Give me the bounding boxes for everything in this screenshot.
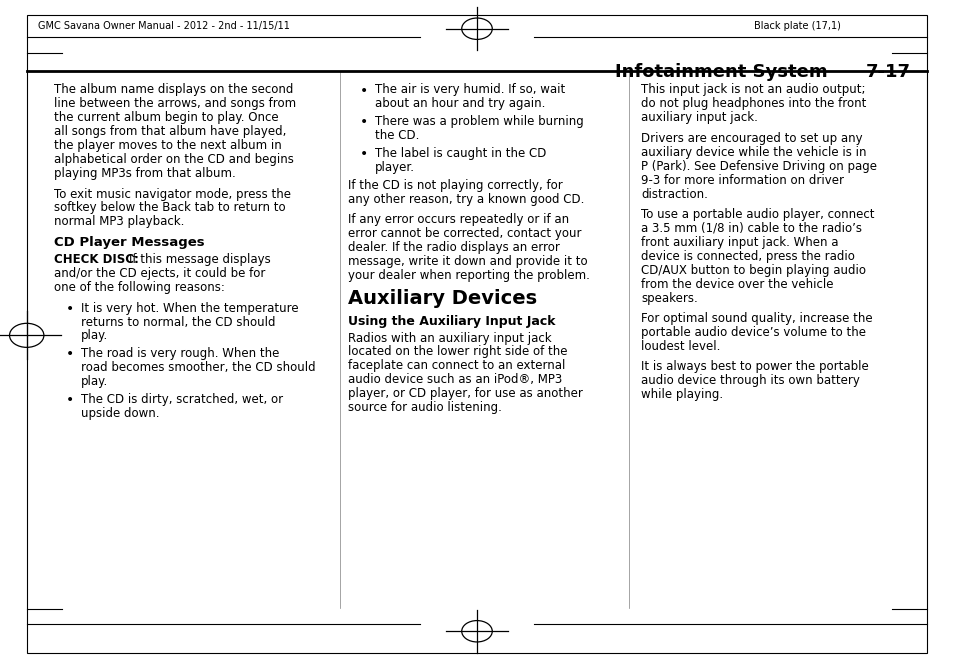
Text: •: • [359,147,368,161]
Text: CHECK DISC:: CHECK DISC: [54,253,139,267]
Text: front auxiliary input jack. When a: front auxiliary input jack. When a [640,236,838,248]
Text: 9-3 for more information on driver: 9-3 for more information on driver [640,174,843,186]
Text: source for audio listening.: source for audio listening. [348,401,501,414]
Text: any other reason, try a known good CD.: any other reason, try a known good CD. [348,192,584,206]
Text: This input jack is not an audio output;: This input jack is not an audio output; [640,84,864,96]
Text: The air is very humid. If so, wait: The air is very humid. If so, wait [375,84,564,96]
Text: returns to normal, the CD should: returns to normal, the CD should [81,315,275,329]
Text: GMC Savana Owner Manual - 2012 - 2nd - 11/15/11: GMC Savana Owner Manual - 2012 - 2nd - 1… [38,21,290,31]
Text: auxiliary device while the vehicle is in: auxiliary device while the vehicle is in [640,146,865,159]
Text: audio device such as an iPod®, MP3: audio device such as an iPod®, MP3 [348,373,562,386]
Text: play.: play. [81,375,109,388]
Text: •: • [359,116,368,129]
Text: line between the arrows, and songs from: line between the arrows, and songs from [54,98,296,110]
Text: CD Player Messages: CD Player Messages [54,236,205,248]
Text: If the CD is not playing correctly, for: If the CD is not playing correctly, for [348,179,562,192]
Text: The album name displays on the second: The album name displays on the second [54,84,294,96]
Text: It is very hot. When the temperature: It is very hot. When the temperature [81,301,298,315]
Text: softkey below the Back tab to return to: softkey below the Back tab to return to [54,202,286,214]
Text: If any error occurs repeatedly or if an: If any error occurs repeatedly or if an [348,213,569,226]
Text: your dealer when reporting the problem.: your dealer when reporting the problem. [348,269,590,282]
Text: It is always best to power the portable: It is always best to power the portable [640,360,868,373]
Text: one of the following reasons:: one of the following reasons: [54,281,225,294]
Text: located on the lower right side of the: located on the lower right side of the [348,345,567,359]
Text: dealer. If the radio displays an error: dealer. If the radio displays an error [348,241,559,254]
Text: auxiliary input jack.: auxiliary input jack. [640,112,758,124]
Text: all songs from that album have played,: all songs from that album have played, [54,126,287,138]
Text: Using the Auxiliary Input Jack: Using the Auxiliary Input Jack [348,315,556,328]
Text: If this message displays: If this message displays [130,253,271,267]
Text: device is connected, press the radio: device is connected, press the radio [640,250,854,263]
Text: Black plate (17,1): Black plate (17,1) [753,21,840,31]
Text: while playing.: while playing. [640,388,722,401]
Text: normal MP3 playback.: normal MP3 playback. [54,215,185,228]
Text: portable audio device’s volume to the: portable audio device’s volume to the [640,326,865,339]
Text: distraction.: distraction. [640,188,707,200]
Text: P (Park). See Defensive Driving on page: P (Park). See Defensive Driving on page [640,160,876,172]
Text: Radios with an auxiliary input jack: Radios with an auxiliary input jack [348,331,551,345]
Text: the player moves to the next album in: the player moves to the next album in [54,139,282,152]
Text: about an hour and try again.: about an hour and try again. [375,98,545,110]
Text: To use a portable audio player, connect: To use a portable audio player, connect [640,208,874,221]
Text: player, or CD player, for use as another: player, or CD player, for use as another [348,387,582,400]
Text: a 3.5 mm (1/8 in) cable to the radio’s: a 3.5 mm (1/8 in) cable to the radio’s [640,222,862,235]
Text: 7-17: 7-17 [865,63,910,81]
Text: playing MP3s from that album.: playing MP3s from that album. [54,167,236,180]
Text: •: • [66,393,74,407]
Text: The label is caught in the CD: The label is caught in the CD [375,147,546,160]
Text: For optimal sound quality, increase the: For optimal sound quality, increase the [640,312,872,325]
Text: Auxiliary Devices: Auxiliary Devices [348,289,537,308]
Text: speakers.: speakers. [640,291,697,305]
Text: and/or the CD ejects, it could be for: and/or the CD ejects, it could be for [54,267,266,281]
Text: the current album begin to play. Once: the current album begin to play. Once [54,112,278,124]
Text: road becomes smoother, the CD should: road becomes smoother, the CD should [81,361,315,374]
Text: The CD is dirty, scratched, wet, or: The CD is dirty, scratched, wet, or [81,393,283,406]
Text: upside down.: upside down. [81,407,159,420]
Text: audio device through its own battery: audio device through its own battery [640,374,859,387]
Text: •: • [359,84,368,98]
Text: play.: play. [81,329,109,343]
Text: the CD.: the CD. [375,129,419,142]
Text: There was a problem while burning: There was a problem while burning [375,116,583,128]
Text: do not plug headphones into the front: do not plug headphones into the front [640,98,865,110]
Text: from the device over the vehicle: from the device over the vehicle [640,278,833,291]
Text: loudest level.: loudest level. [640,340,720,353]
Text: Drivers are encouraged to set up any: Drivers are encouraged to set up any [640,132,862,145]
Text: message, write it down and provide it to: message, write it down and provide it to [348,255,587,268]
Text: player.: player. [375,161,415,174]
Text: alphabetical order on the CD and begins: alphabetical order on the CD and begins [54,153,294,166]
Text: Infotainment System: Infotainment System [615,63,827,81]
Text: •: • [66,347,74,361]
Text: The road is very rough. When the: The road is very rough. When the [81,347,279,360]
Text: •: • [66,301,74,315]
Text: CD/AUX button to begin playing audio: CD/AUX button to begin playing audio [640,264,865,277]
Text: faceplate can connect to an external: faceplate can connect to an external [348,359,565,372]
Text: To exit music navigator mode, press the: To exit music navigator mode, press the [54,188,291,200]
Text: error cannot be corrected, contact your: error cannot be corrected, contact your [348,227,581,240]
